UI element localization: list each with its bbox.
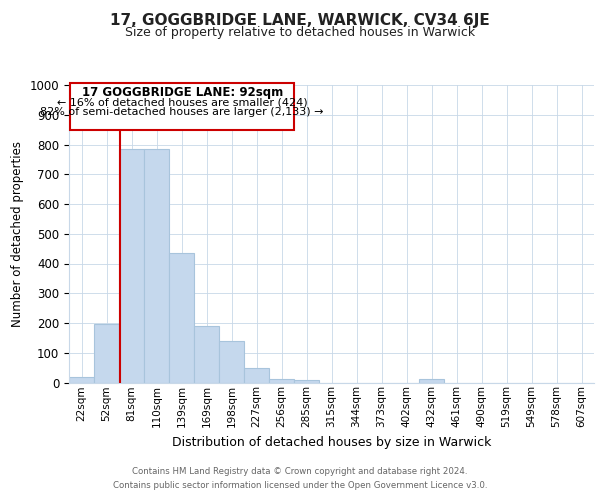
Text: 82% of semi-detached houses are larger (2,133) →: 82% of semi-detached houses are larger (… [40,108,324,118]
Text: ← 16% of detached houses are smaller (424): ← 16% of detached houses are smaller (42… [57,98,307,108]
Text: Contains HM Land Registry data © Crown copyright and database right 2024.: Contains HM Land Registry data © Crown c… [132,467,468,476]
Bar [119,149,143,382]
Bar [169,253,194,382]
Text: 17 GOGGBRIDGE LANE: 92sqm: 17 GOGGBRIDGE LANE: 92sqm [82,86,283,99]
Bar [269,379,293,382]
FancyBboxPatch shape [70,82,294,130]
Y-axis label: Number of detached properties: Number of detached properties [11,141,24,327]
Text: Contains public sector information licensed under the Open Government Licence v3: Contains public sector information licen… [113,481,487,490]
Bar [94,324,119,382]
Text: 17, GOGGBRIDGE LANE, WARWICK, CV34 6JE: 17, GOGGBRIDGE LANE, WARWICK, CV34 6JE [110,12,490,28]
Bar [295,380,319,382]
Bar [145,149,169,382]
X-axis label: Distribution of detached houses by size in Warwick: Distribution of detached houses by size … [172,436,491,448]
Bar [70,376,94,382]
Bar [244,368,269,382]
Bar [194,326,218,382]
Text: Size of property relative to detached houses in Warwick: Size of property relative to detached ho… [125,26,475,39]
Bar [419,379,443,382]
Bar [220,341,244,382]
